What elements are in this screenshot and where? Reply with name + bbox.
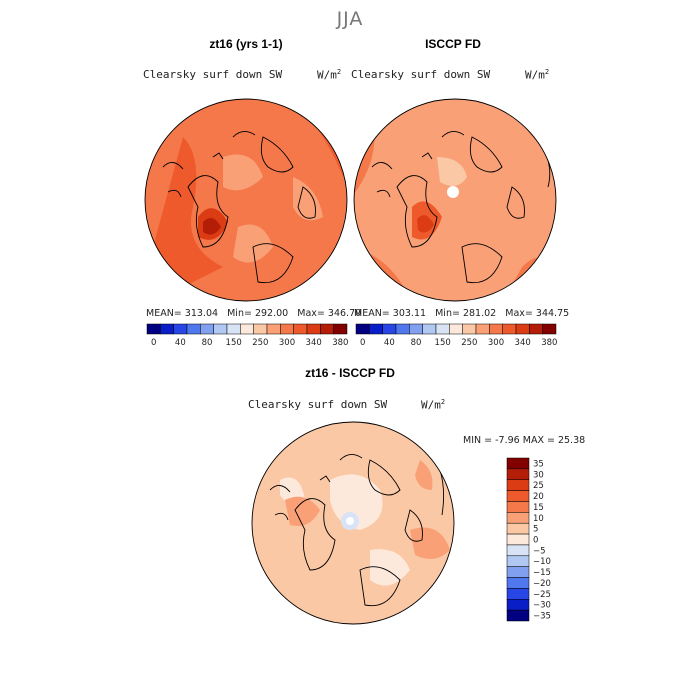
panel-3-colorbar-tick: 5 — [533, 525, 538, 535]
panel-3-colorbar-swatch — [506, 512, 530, 524]
season-title: JJA — [336, 8, 364, 30]
panel-1-title: zt16 (yrs 1-1) — [209, 37, 283, 51]
panel-3-colorbar-tick: −25 — [533, 590, 551, 600]
panel-1-colorbar-swatch — [320, 323, 334, 335]
panel-3-colorbar-swatch — [506, 490, 530, 502]
panel-3-polar-map — [251, 421, 455, 625]
panel-1-colorbar-swatch — [240, 323, 254, 335]
panel-3-colorbar-tick: 30 — [533, 470, 544, 480]
panel-3-colorbar-swatch — [506, 479, 530, 491]
panel-2-colorbar-swatch — [369, 323, 383, 335]
panel-2-colorbar-tick: 250 — [461, 338, 477, 348]
panel-2-colorbar-tick: 340 — [515, 338, 531, 348]
panel-2-stats: MEAN= 303.11 Min= 281.02 Max= 344.75 — [354, 308, 570, 319]
panel-1-variable-label: Clearsky surf down SW — [143, 68, 283, 81]
panel-3-units-label: W/m2 — [421, 398, 446, 412]
panel-3-colorbar-tick: 0 — [533, 536, 538, 546]
panel-1-stats: MEAN= 313.04 Min= 292.00 Max= 346.70 — [146, 308, 362, 319]
panel-3-colorbar-tick: 20 — [533, 492, 544, 502]
panel-3-colorbar-swatch — [506, 609, 530, 622]
panel-2-colorbar-swatch — [489, 323, 503, 335]
panel-2-colorbar-swatch — [382, 323, 397, 335]
panel-1-colorbar-tick: 40 — [175, 338, 186, 348]
panel-1-units-label: W/m2 — [317, 68, 342, 82]
panel-3-colorbar-swatch — [506, 555, 530, 567]
panel-3-title: zt16 - ISCCP FD — [305, 366, 395, 380]
panel-3-colorbar-tick: −20 — [533, 579, 551, 589]
panel-2-colorbar-tick: 300 — [488, 338, 504, 348]
panel-1-colorbar-swatch — [173, 323, 188, 335]
panel-2-colorbar-swatch — [515, 323, 530, 335]
panel-1-colorbar-swatch — [266, 323, 281, 335]
panel-1-colorbar-swatch — [226, 323, 241, 335]
panel-2-colorbar-swatch — [409, 323, 423, 335]
panel-2-colorbar-tick: 0 — [360, 338, 365, 348]
panel-1-colorbar-swatch — [333, 323, 348, 335]
panel-3-colorbar-swatch — [506, 577, 530, 589]
panel-3-colorbar-swatch — [506, 501, 530, 513]
panel-2-title: ISCCP FD — [425, 37, 481, 51]
panel-3-colorbar-swatch — [506, 566, 530, 578]
panel-1-colorbar-tick: 340 — [306, 338, 322, 348]
panel-1-colorbar-swatch — [253, 323, 268, 335]
panel-3-colorbar-swatch — [506, 599, 530, 611]
panel-2-colorbar-swatch — [449, 323, 463, 335]
panel-1-colorbar-tick: 0 — [151, 338, 156, 348]
panel-3-colorbar-tick: −15 — [533, 568, 551, 578]
panel-1-colorbar-tick: 80 — [202, 338, 213, 348]
panel-3-colorbar-swatch — [506, 588, 530, 600]
panel-2-colorbar-tick: 150 — [435, 338, 451, 348]
panel-2-units-label: W/m2 — [525, 68, 550, 82]
panel-2-polar-map — [353, 98, 557, 302]
panel-1-colorbar-tick: 380 — [332, 338, 348, 348]
panel-1-colorbar-swatch — [293, 323, 308, 335]
panel-3-colorbar-swatch — [506, 457, 530, 470]
panel-2-colorbar-swatch — [529, 323, 543, 335]
panel-2-colorbar-swatch — [355, 323, 370, 335]
panel-2-colorbar-tick: 40 — [384, 338, 395, 348]
panel-3-colorbar-tick: −30 — [533, 601, 551, 611]
panel-1-polar-map — [144, 98, 348, 302]
panel-3-colorbar-tick: 10 — [533, 514, 544, 524]
panel-1-colorbar-swatch — [306, 323, 321, 335]
panel-2-colorbar-swatch — [422, 323, 437, 335]
panel-1-colorbar-tick: 150 — [226, 338, 242, 348]
panel-3-colorbar-swatch — [506, 468, 530, 480]
panel-1-colorbar-tick: 250 — [252, 338, 268, 348]
panel-1-colorbar-swatch — [146, 323, 161, 335]
panel-3-colorbar-swatch — [506, 533, 530, 546]
panel-1-colorbar-swatch — [160, 323, 174, 335]
panel-2-colorbar-swatch — [502, 323, 517, 335]
panel-3-colorbar-tick: 15 — [533, 503, 544, 513]
panel-2-colorbar-swatch — [435, 323, 450, 335]
panel-1-colorbar-swatch — [280, 323, 294, 335]
panel-1-colorbar-swatch — [200, 323, 214, 335]
panel-2-colorbar-tick: 80 — [411, 338, 422, 348]
panel-2-colorbar-tick: 380 — [541, 338, 557, 348]
panel-2-colorbar-swatch — [462, 323, 477, 335]
panel-1-colorbar-swatch — [186, 323, 201, 335]
panel-3-variable-label: Clearsky surf down SW — [248, 398, 388, 411]
panel-1-colorbar-tick: 300 — [279, 338, 295, 348]
panel-3-colorbar-tick: 35 — [533, 459, 544, 469]
panel-3-colorbar-tick: −5 — [533, 546, 546, 556]
panel-2-colorbar-swatch — [475, 323, 490, 335]
panel-1-colorbar: 0 40 80 150 250 300 340 380 — [146, 323, 348, 348]
panel-2-colorbar: 0 40 80 150 250 300 340 380 — [355, 323, 557, 348]
panel-3-colorbar-tick: −10 — [533, 557, 551, 567]
panel-1-colorbar-swatch — [213, 323, 228, 335]
panel-3-stats: MIN = -7.96 MAX = 25.38 — [463, 435, 586, 446]
panel-3-colorbar-tick: −35 — [533, 612, 551, 622]
panel-2-variable-label: Clearsky surf down SW — [351, 68, 491, 81]
panel-2-colorbar-swatch — [542, 323, 557, 335]
panel-3-colorbar-tick: 25 — [533, 481, 544, 491]
panel-2-colorbar-swatch — [395, 323, 410, 335]
panel-3-colorbar-swatch — [506, 522, 530, 535]
panel-3-colorbar-swatch — [506, 544, 530, 557]
